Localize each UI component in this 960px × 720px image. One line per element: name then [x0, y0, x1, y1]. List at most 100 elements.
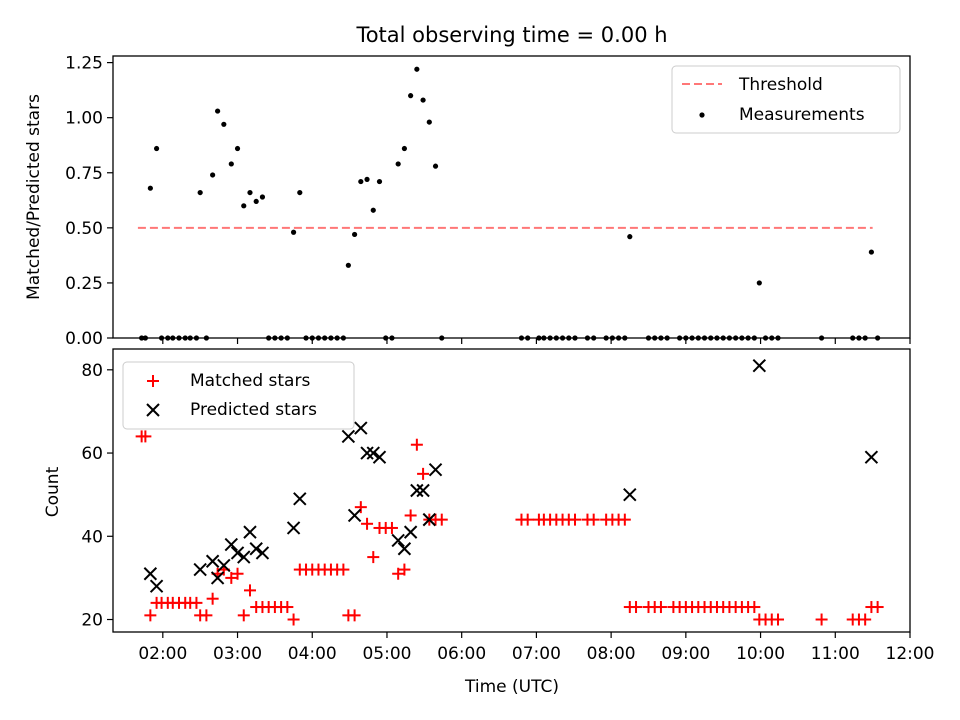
- count-panel: Count Time (UTC) 20 40 60 80 02:00 03:00 04:00…: [43, 348, 935, 697]
- matched-star-point: [348, 609, 361, 622]
- y-tick-label-bottom: 60: [81, 444, 103, 464]
- x-tick-label: 10:00: [736, 644, 785, 664]
- predicted-star-point: [255, 546, 270, 560]
- matched-star-point: [243, 584, 256, 597]
- y-tick-label-top: 0.50: [65, 219, 103, 239]
- measurement-point: [247, 189, 253, 196]
- x-tick-label: 08:00: [587, 644, 636, 664]
- bottom-legend-box: [122, 361, 355, 430]
- predicted-star-point: [237, 550, 251, 564]
- matched-star-point: [190, 596, 203, 609]
- predicted-star-point: [193, 562, 207, 577]
- matched-star-point: [859, 613, 872, 626]
- x-tick-label: 11:00: [811, 644, 860, 664]
- matched-star-point: [361, 517, 374, 530]
- top-axis-ticks: 0.00 0.25 0.50 0.75 1.00 1.25: [65, 54, 911, 349]
- matched-star-point: [139, 430, 152, 443]
- predicted-star-point: [286, 521, 301, 535]
- y-tick-label-top: 0.25: [65, 274, 103, 294]
- measurements-legend-swatch: [699, 112, 705, 118]
- bottom-data-marks: [135, 358, 884, 626]
- y-tick-label-bottom: 80: [81, 361, 103, 381]
- chart-title: Total observing time = 0.00 h: [355, 23, 667, 47]
- matched-star-point: [337, 563, 350, 576]
- measurement-point: [756, 280, 762, 286]
- predicted-star-point: [391, 533, 405, 548]
- x-tick-label: 03:00: [213, 644, 262, 664]
- matched-legend-label: Matched stars: [190, 371, 310, 391]
- x-tick-label: 12:00: [886, 644, 935, 664]
- measurement-point: [364, 176, 370, 182]
- predicted-star-point: [360, 446, 374, 460]
- x-tick-label: 06:00: [437, 644, 486, 664]
- x-tick-label: 02:00: [138, 644, 187, 664]
- bottom-legend: Matched stars Predicted stars: [122, 361, 355, 430]
- matched-star-point: [231, 567, 244, 580]
- bottom-axis-ticks: 20 40 60 80 02:00 03:00 04:00 05:00 06:00 07:00 08…: [81, 361, 934, 664]
- predicted-star-point: [410, 483, 424, 498]
- matched-star-point: [392, 567, 405, 580]
- measurements-legend-label: Measurements: [739, 105, 865, 125]
- top-axes-frame: [112, 55, 911, 339]
- measurement-point: [358, 178, 364, 185]
- predicted-star-point: [230, 546, 245, 560]
- measurement-point: [290, 229, 297, 235]
- predicted-star-point: [422, 512, 437, 527]
- measurement-point: [210, 172, 216, 178]
- matched-star-point: [410, 438, 423, 451]
- predicted-star-point: [372, 450, 387, 464]
- measurement-point: [370, 207, 376, 213]
- measurement-point: [241, 203, 247, 209]
- matched-star-point: [521, 513, 534, 526]
- predicted-star-point: [293, 492, 307, 506]
- y-tick-label-top: 0.75: [65, 164, 103, 184]
- matched-star-point: [630, 601, 643, 614]
- y-tick-label-top: 1.25: [65, 54, 103, 74]
- measurement-point: [197, 189, 203, 196]
- predicted-star-point: [217, 558, 231, 573]
- bottom-axes-frame: [112, 348, 911, 633]
- top-legend: Threshold Measurements: [671, 65, 901, 134]
- measurement-point: [376, 178, 383, 185]
- matched-star-point: [569, 513, 582, 526]
- x-tick-label: 05:00: [362, 644, 411, 664]
- y-tick-label-bottom: 40: [81, 527, 103, 547]
- measurement-point: [147, 185, 153, 191]
- measurement-point: [395, 161, 401, 167]
- measurement-point: [153, 145, 160, 152]
- matched-star-point: [206, 592, 219, 605]
- matched-star-point: [398, 563, 411, 576]
- ratio-panel: Total observing time = 0.00 h Matched/Pr…: [24, 23, 911, 349]
- predicted-star-point: [249, 542, 263, 556]
- matched-star-point: [748, 601, 761, 614]
- predicted-star-point: [397, 542, 412, 556]
- y-tick-label-bottom: 20: [81, 611, 103, 631]
- predicted-star-point: [347, 508, 362, 523]
- matched-star-point: [771, 613, 784, 626]
- predicted-legend-label: Predicted stars: [190, 400, 317, 420]
- measurement-point: [401, 145, 408, 152]
- x-tick-label: 04:00: [288, 644, 337, 664]
- predicted-star-point: [354, 421, 368, 435]
- matched-star-point: [417, 467, 430, 480]
- matched-legend-swatch: [147, 375, 159, 387]
- matched-star-point: [404, 509, 417, 522]
- matched-star-point: [237, 609, 250, 622]
- matched-star-point: [815, 613, 828, 626]
- matched-star-point: [587, 513, 600, 526]
- predicted-star-point: [205, 554, 220, 568]
- matched-star-point: [281, 601, 294, 614]
- measurement-point: [215, 108, 221, 114]
- predicted-star-point: [149, 579, 164, 593]
- matched-star-point: [225, 571, 238, 584]
- measurement-point: [259, 194, 266, 200]
- matched-star-point: [354, 501, 367, 514]
- matched-star-point: [385, 521, 398, 534]
- predicted-star-point: [428, 462, 443, 477]
- matched-star-point: [654, 601, 667, 614]
- measurement-point: [627, 234, 633, 240]
- matched-star-point: [200, 609, 213, 622]
- predicted-star-point: [224, 537, 239, 552]
- matched-star-point: [871, 601, 884, 614]
